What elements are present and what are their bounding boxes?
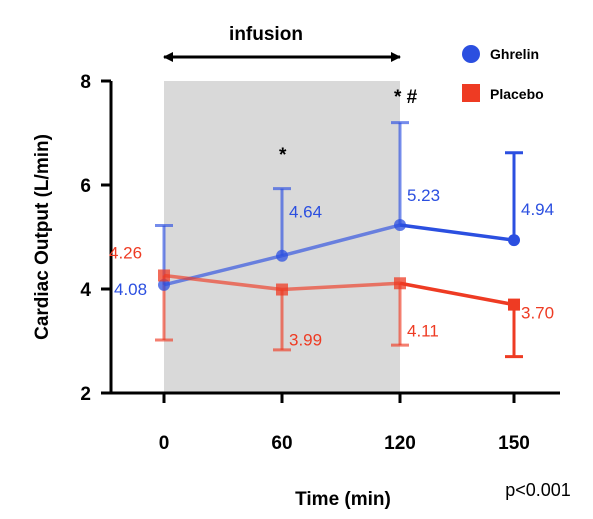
data-point-ghrelin [276, 249, 288, 262]
x-tick-label: 150 [498, 433, 530, 454]
series-line-placebo [163, 273, 283, 292]
y-tick-label: 8 [80, 72, 91, 93]
series-line-ghrelin [399, 223, 515, 242]
significance-annotation: * # [394, 87, 418, 108]
data-label-placebo: 3.99 [289, 331, 322, 350]
significance-annotation: * [279, 145, 287, 166]
data-point-placebo [158, 269, 170, 282]
data-label-ghrelin: 4.08 [114, 280, 147, 299]
data-point-placebo [394, 277, 406, 290]
data-label-ghrelin: 5.23 [407, 186, 440, 205]
legend-marker-ghrelin [462, 45, 480, 63]
series-line-placebo [281, 281, 401, 292]
x-axis-title: Time (min) [295, 489, 391, 510]
data-point-placebo [276, 283, 288, 296]
legend-label-placebo: Placebo [490, 86, 544, 102]
data-point-ghrelin [158, 278, 170, 291]
infusion-label: infusion [229, 24, 303, 45]
legend: Ghrelin Placebo [462, 45, 544, 102]
y-tick-label: 2 [80, 384, 91, 405]
data-point-ghrelin [508, 234, 520, 247]
series-line-ghrelin [281, 223, 401, 258]
data-label-ghrelin: 4.64 [289, 203, 322, 222]
data-label-placebo: 4.11 [407, 321, 439, 340]
series-line-placebo [399, 281, 515, 307]
legend-marker-placebo [462, 84, 480, 102]
legend-label-ghrelin: Ghrelin [490, 46, 539, 62]
p-value-note: p<0.001 [505, 480, 571, 500]
data-label-placebo: 3.70 [521, 304, 554, 323]
data-label-placebo: 4.26 [109, 243, 142, 262]
data-point-placebo [508, 298, 520, 311]
y-tick-label: 6 [80, 176, 91, 197]
data-label-ghrelin: 4.94 [521, 200, 554, 219]
x-tick-label: 0 [159, 433, 170, 454]
series-line-ghrelin [163, 254, 283, 287]
y-tick-label: 4 [80, 280, 91, 301]
x-tick-label: 120 [384, 433, 416, 454]
x-tick-label: 60 [271, 433, 292, 454]
data-point-ghrelin [394, 219, 406, 232]
y-axis-title: Cardiac Output (L/min) [32, 134, 53, 340]
